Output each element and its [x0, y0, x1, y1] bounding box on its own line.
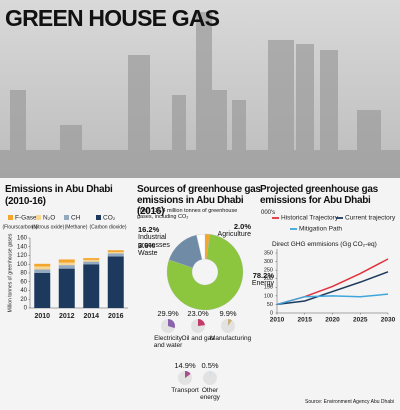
- bar-segment: [58, 268, 75, 308]
- legend-label: Current trajectory: [345, 215, 396, 222]
- category-label: Electricity and water: [153, 335, 183, 350]
- value-label: 23.0%: [187, 309, 209, 318]
- y-tick-label: 100: [264, 293, 273, 299]
- y-tick-label: 20: [20, 297, 27, 303]
- pie-slice: [168, 319, 175, 329]
- x-tick-label: 2016: [108, 313, 124, 320]
- bar-segment: [58, 262, 75, 266]
- bar-segment: [83, 261, 100, 265]
- legend-label: Historical Trajectory: [281, 215, 339, 222]
- category-label: Transport: [171, 387, 199, 394]
- y-tick-label: 100: [17, 262, 28, 268]
- legend-swatch: [96, 215, 101, 220]
- y-tick-label: 140: [17, 244, 28, 250]
- chart-title: Projected greenhouse gas emissions for A…: [260, 184, 378, 206]
- value-label: 0.5%: [201, 361, 219, 370]
- value-label: 78.2%: [252, 271, 274, 280]
- pie-slice: [198, 319, 205, 326]
- y-unit: 000's: [261, 210, 276, 216]
- pie-slice: [228, 319, 233, 326]
- legend-label: CO₂: [103, 215, 116, 222]
- bar-segment: [107, 253, 124, 257]
- value-label: 29.9%: [157, 309, 179, 318]
- y-tick-label: 300: [264, 259, 273, 265]
- category-label: Agriculture: [217, 231, 251, 238]
- y-axis-label: Direct GHG emmisions (Gg CO₂-eq): [272, 241, 377, 248]
- y-tick-label: 160: [17, 236, 28, 242]
- y-tick-label: 120: [17, 253, 28, 259]
- legend-swatch: [8, 215, 13, 220]
- pie-slice: [185, 371, 191, 378]
- source: Source: Environment Agency Abu Dhabi: [305, 399, 394, 405]
- y-tick-label: 60: [20, 279, 27, 285]
- bar-segment: [58, 259, 75, 263]
- y-tick-label: 250: [264, 268, 273, 274]
- legend-label: N₂O: [43, 215, 55, 222]
- legend-label: F-Gases: [15, 215, 41, 222]
- y-axis-label: Million tonnes of greenhouse gases: [7, 233, 13, 312]
- bar-segment: [107, 250, 124, 252]
- x-tick-label: 2025: [353, 317, 368, 324]
- category-label: Waste: [138, 250, 158, 257]
- x-tick-label: 2012: [59, 313, 75, 320]
- value-label: 14.9%: [174, 361, 196, 370]
- bar-segment: [107, 256, 124, 308]
- y-tick-label: 0: [24, 306, 28, 312]
- legend-label: CH: [71, 215, 81, 222]
- donut-slice: [196, 233, 206, 260]
- category-label: Manufacturing: [210, 335, 252, 342]
- category-label: Industrial processes: [138, 234, 170, 249]
- legend-sublabel: (Flourscarbons): [2, 224, 37, 230]
- donut-slice: [166, 234, 244, 311]
- chart-subtitle: Total: 135.4 million tonnes of greenhous…: [137, 208, 238, 221]
- category-label: Energy: [251, 280, 274, 287]
- legend-sublabel: (Methane): [65, 224, 88, 230]
- legend-sublabel: (Carbon dioxide): [90, 224, 127, 230]
- legend-swatch: [64, 215, 69, 220]
- x-tick-label: 2010: [34, 313, 50, 320]
- value-label: 9.9%: [219, 309, 237, 318]
- legend-sublabel: (Nitrous oxide): [32, 224, 65, 230]
- bar-segment: [34, 273, 51, 308]
- chart-title: Sources of greenhouse gas emissions in A…: [137, 184, 261, 217]
- x-tick-label: 2020: [325, 317, 340, 324]
- value-label: 2.0%: [233, 222, 251, 231]
- category-label: Other energy: [200, 387, 220, 402]
- bar-segment: [34, 269, 51, 273]
- y-tick-label: 0: [270, 310, 273, 316]
- chart-subtitle: (2010-16): [5, 196, 46, 207]
- page-title: GREEN HOUSE GAS: [5, 5, 220, 31]
- x-tick-label: 2014: [83, 313, 99, 320]
- y-tick-label: 200: [264, 276, 273, 282]
- line-series: [276, 293, 389, 306]
- bar-segment: [58, 265, 75, 269]
- y-tick-label: 40: [20, 288, 27, 294]
- y-tick-label: 350: [264, 250, 273, 256]
- value-label: 16.2%: [138, 225, 160, 234]
- legend-label: Mitigation Path: [299, 226, 342, 233]
- x-tick-label: 2030: [381, 317, 396, 324]
- category-label: Oil and gas: [181, 335, 215, 342]
- bar-segment: [83, 258, 100, 260]
- y-tick-label: 50: [267, 302, 273, 308]
- line-series: [276, 271, 389, 306]
- bar-segment: [83, 259, 100, 262]
- chart-title: Emissions in Abu Dhabi: [5, 184, 113, 195]
- bar-segment: [34, 263, 51, 267]
- bar-segment: [34, 266, 51, 270]
- legend-swatch: [36, 215, 41, 220]
- y-tick-label: 150: [264, 285, 273, 291]
- x-tick-label: 2010: [270, 317, 285, 324]
- x-tick-label: 2015: [298, 317, 313, 324]
- y-tick-label: 80: [20, 271, 27, 277]
- bar-segment: [107, 252, 124, 254]
- bar-segment: [83, 264, 100, 308]
- skyline: [0, 12, 400, 178]
- value-label: 3.6%: [138, 241, 156, 250]
